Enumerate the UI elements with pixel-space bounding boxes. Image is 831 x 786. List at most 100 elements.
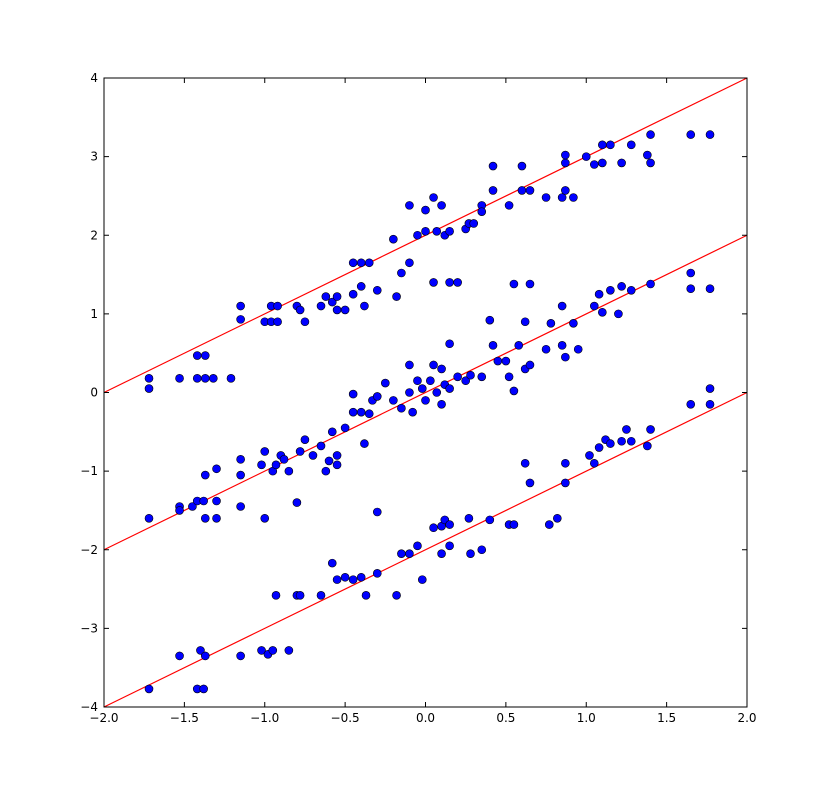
- point: [236, 301, 245, 311]
- point: [594, 443, 604, 452]
- point: [421, 205, 430, 215]
- y-tick-label: 3: [90, 150, 98, 164]
- point: [686, 130, 696, 139]
- point: [426, 376, 435, 386]
- point: [561, 186, 570, 195]
- point: [469, 219, 479, 228]
- point: [509, 386, 519, 396]
- point: [626, 140, 636, 150]
- point: [614, 309, 623, 319]
- point: [589, 160, 599, 169]
- point: [284, 466, 294, 476]
- x-tick-label: −1.0: [250, 711, 279, 725]
- point: [397, 549, 406, 558]
- point: [332, 292, 342, 301]
- y-tick-label: −3: [80, 621, 98, 635]
- point: [517, 161, 527, 171]
- x-tick-label: 2.0: [737, 711, 756, 725]
- point: [361, 591, 371, 600]
- fit-line: [103, 234, 748, 551]
- point: [321, 292, 331, 301]
- point: [144, 684, 154, 694]
- point: [437, 364, 446, 374]
- point: [340, 572, 350, 582]
- point: [356, 572, 366, 582]
- point: [705, 130, 715, 139]
- point: [561, 458, 570, 468]
- point: [295, 447, 305, 456]
- point: [573, 344, 583, 354]
- point: [175, 506, 184, 515]
- point: [236, 651, 245, 661]
- point: [175, 374, 184, 383]
- point: [445, 227, 454, 236]
- point: [273, 301, 282, 311]
- point: [520, 458, 530, 468]
- point: [617, 158, 626, 168]
- y-tick-label: 2: [90, 228, 98, 242]
- point: [332, 575, 342, 584]
- point: [175, 651, 184, 661]
- point: [622, 425, 631, 434]
- point: [561, 478, 570, 488]
- x-tick-label: −0.5: [331, 711, 360, 725]
- point: [626, 285, 636, 295]
- point: [327, 297, 337, 307]
- point: [445, 541, 454, 551]
- point: [606, 439, 615, 448]
- point: [598, 140, 607, 150]
- point: [144, 384, 154, 393]
- point: [705, 284, 715, 294]
- point: [226, 374, 236, 383]
- point: [686, 268, 696, 278]
- point: [356, 258, 366, 268]
- point: [453, 278, 462, 287]
- point: [541, 193, 551, 202]
- point: [453, 372, 462, 382]
- point: [271, 460, 281, 470]
- fit-line: [103, 391, 748, 708]
- point: [617, 436, 626, 446]
- point: [372, 569, 382, 578]
- point: [429, 193, 438, 202]
- point: [348, 389, 358, 399]
- point: [488, 341, 498, 350]
- point: [332, 460, 342, 470]
- point: [509, 279, 519, 289]
- point: [389, 396, 398, 405]
- point: [348, 258, 358, 268]
- point: [606, 285, 615, 295]
- point: [646, 425, 655, 434]
- x-tick-label: 0.5: [496, 711, 515, 725]
- point: [212, 496, 221, 506]
- point: [405, 388, 414, 397]
- point: [445, 520, 454, 529]
- point: [485, 515, 495, 525]
- point: [598, 308, 607, 317]
- point: [295, 591, 305, 600]
- point: [332, 451, 342, 460]
- point: [364, 258, 374, 268]
- point: [525, 186, 535, 195]
- point: [557, 341, 567, 350]
- point: [200, 651, 210, 661]
- point: [429, 360, 438, 370]
- point: [557, 301, 567, 311]
- point: [413, 541, 422, 551]
- point: [646, 279, 655, 289]
- point: [705, 399, 715, 409]
- point: [188, 502, 197, 511]
- point: [340, 305, 350, 315]
- point: [236, 455, 245, 464]
- point: [405, 360, 414, 370]
- point: [327, 558, 337, 568]
- point: [445, 384, 454, 393]
- y-tick-label: 0: [90, 386, 98, 400]
- point: [199, 684, 208, 694]
- point: [504, 372, 514, 382]
- point: [517, 186, 527, 195]
- point: [284, 646, 294, 655]
- point: [646, 130, 655, 139]
- point: [504, 201, 514, 210]
- point: [429, 278, 438, 287]
